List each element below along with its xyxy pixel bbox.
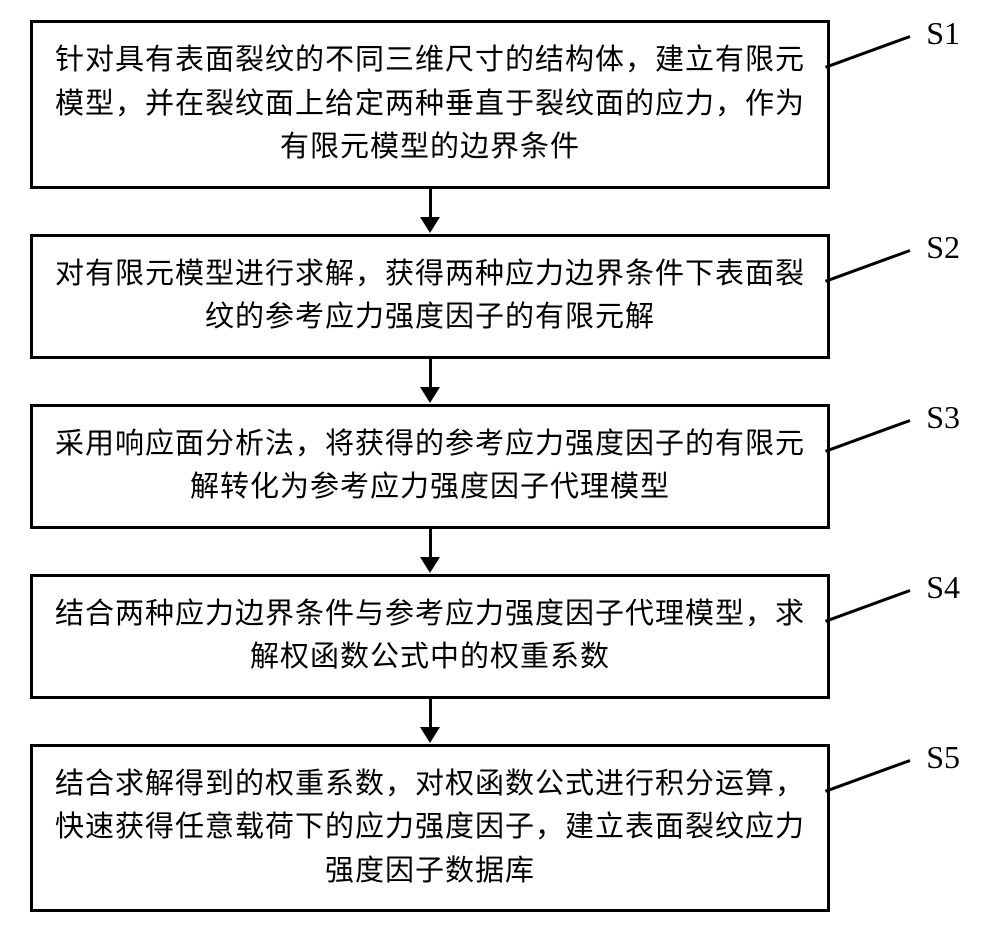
arrow-head (420, 557, 440, 573)
arrow-head (420, 217, 440, 233)
step-wrapper-s4: 结合两种应力边界条件与参考应力强度因子代理模型，求解权函数公式中的权重系数 S4 (30, 574, 970, 699)
flowchart-container: 针对具有表面裂纹的不同三维尺寸的结构体，建立有限元模型，并在裂纹面上给定两种垂直… (30, 20, 970, 912)
step-wrapper-s3: 采用响应面分析法，将获得的参考应力强度因子的有限元解转化为参考应力强度因子代理模… (30, 404, 970, 529)
arrow-s4-s5 (420, 699, 440, 744)
step-label-s4: S4 (926, 569, 960, 606)
step-box-s3: 采用响应面分析法，将获得的参考应力强度因子的有限元解转化为参考应力强度因子代理模… (30, 404, 830, 529)
arrow-head (420, 387, 440, 403)
arrow-s3-s4 (420, 529, 440, 574)
step-wrapper-s2: 对有限元模型进行求解，获得两种应力边界条件下表面裂纹的参考应力强度因子的有限元解… (30, 234, 970, 359)
step-label-s1: S1 (926, 15, 960, 52)
connector-line-s2 (825, 249, 911, 283)
arrow-line (429, 189, 432, 217)
step-wrapper-s5: 结合求解得到的权重系数，对权函数公式进行积分运算，快速获得任意载荷下的应力强度因… (30, 744, 970, 913)
step-text-s5: 结合求解得到的权重系数，对权函数公式进行积分运算，快速获得任意载荷下的应力强度因… (55, 768, 805, 887)
step-text-s2: 对有限元模型进行求解，获得两种应力边界条件下表面裂纹的参考应力强度因子的有限元解 (55, 258, 805, 334)
step-text-s4: 结合两种应力边界条件与参考应力强度因子代理模型，求解权函数公式中的权重系数 (55, 598, 805, 674)
step-box-s2: 对有限元模型进行求解，获得两种应力边界条件下表面裂纹的参考应力强度因子的有限元解 (30, 234, 830, 359)
connector-line-s3 (825, 419, 911, 453)
connector-line-s5 (825, 759, 911, 793)
arrow-s2-s3 (420, 359, 440, 404)
arrow-head (420, 727, 440, 743)
step-text-s1: 针对具有表面裂纹的不同三维尺寸的结构体，建立有限元模型，并在裂纹面上给定两种垂直… (55, 44, 805, 163)
connector-line-s4 (825, 589, 911, 623)
arrow-line (429, 359, 432, 387)
step-box-s1: 针对具有表面裂纹的不同三维尺寸的结构体，建立有限元模型，并在裂纹面上给定两种垂直… (30, 20, 830, 189)
step-label-s2: S2 (926, 229, 960, 266)
step-box-s4: 结合两种应力边界条件与参考应力强度因子代理模型，求解权函数公式中的权重系数 (30, 574, 830, 699)
step-label-s5: S5 (926, 739, 960, 776)
arrow-line (429, 699, 432, 727)
connector-line-s1 (825, 35, 911, 69)
arrow-s1-s2 (420, 189, 440, 234)
step-box-s5: 结合求解得到的权重系数，对权函数公式进行积分运算，快速获得任意载荷下的应力强度因… (30, 744, 830, 913)
step-label-s3: S3 (926, 399, 960, 436)
step-wrapper-s1: 针对具有表面裂纹的不同三维尺寸的结构体，建立有限元模型，并在裂纹面上给定两种垂直… (30, 20, 970, 189)
step-text-s3: 采用响应面分析法，将获得的参考应力强度因子的有限元解转化为参考应力强度因子代理模… (55, 428, 805, 504)
arrow-line (429, 529, 432, 557)
